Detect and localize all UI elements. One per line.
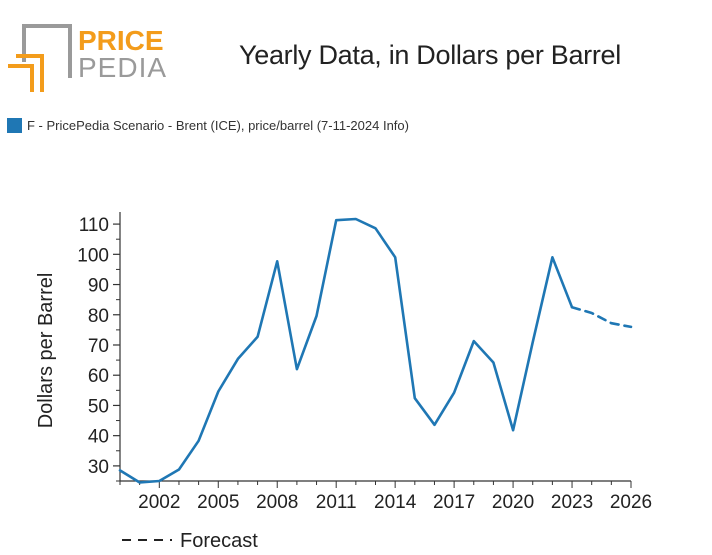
y-tick-label: 30 <box>88 457 109 478</box>
y-tick-label: 100 <box>77 245 109 266</box>
series-line <box>118 217 574 484</box>
x-tick-label: 2002 <box>138 492 180 513</box>
pricepedia-logo: PRICE PEDIA <box>8 24 167 92</box>
x-tick-label: 2017 <box>433 492 475 513</box>
x-tick-label: 2011 <box>316 492 357 513</box>
x-tick-label: 2026 <box>610 492 652 513</box>
logo-text-price: PRICE <box>78 25 164 56</box>
y-tick-label: 110 <box>79 215 109 236</box>
x-tick-label: 2005 <box>197 492 239 513</box>
y-tick-label: 70 <box>88 336 109 357</box>
y-tick-label: 80 <box>88 306 109 327</box>
forecast-legend-label: Forecast <box>180 530 258 552</box>
x-tick-label: 2014 <box>374 492 417 513</box>
legend[interactable]: F - PricePedia Scenario - Brent (ICE), p… <box>7 118 409 133</box>
x-tick-label: 2008 <box>256 492 298 513</box>
legend-swatch <box>7 118 22 133</box>
y-tick-label: 90 <box>88 276 109 297</box>
x-tick-label: 2020 <box>492 492 534 513</box>
legend-label: F - PricePedia Scenario - Brent (ICE), p… <box>27 118 409 133</box>
logo-mark-orange-1 <box>8 64 34 92</box>
logo-text-pedia: PEDIA <box>78 52 167 83</box>
forecast-line <box>570 305 633 329</box>
chart-title: Yearly Data, in Dollars per Barrel <box>239 40 621 70</box>
logo-mark-orange-2 <box>16 54 44 92</box>
y-tick-label: 50 <box>88 396 109 417</box>
y-tick-label: 40 <box>88 427 109 448</box>
y-axis-label: Dollars per Barrel <box>35 273 57 429</box>
y-tick-label: 60 <box>88 366 109 387</box>
x-tick-label: 2023 <box>551 492 593 513</box>
